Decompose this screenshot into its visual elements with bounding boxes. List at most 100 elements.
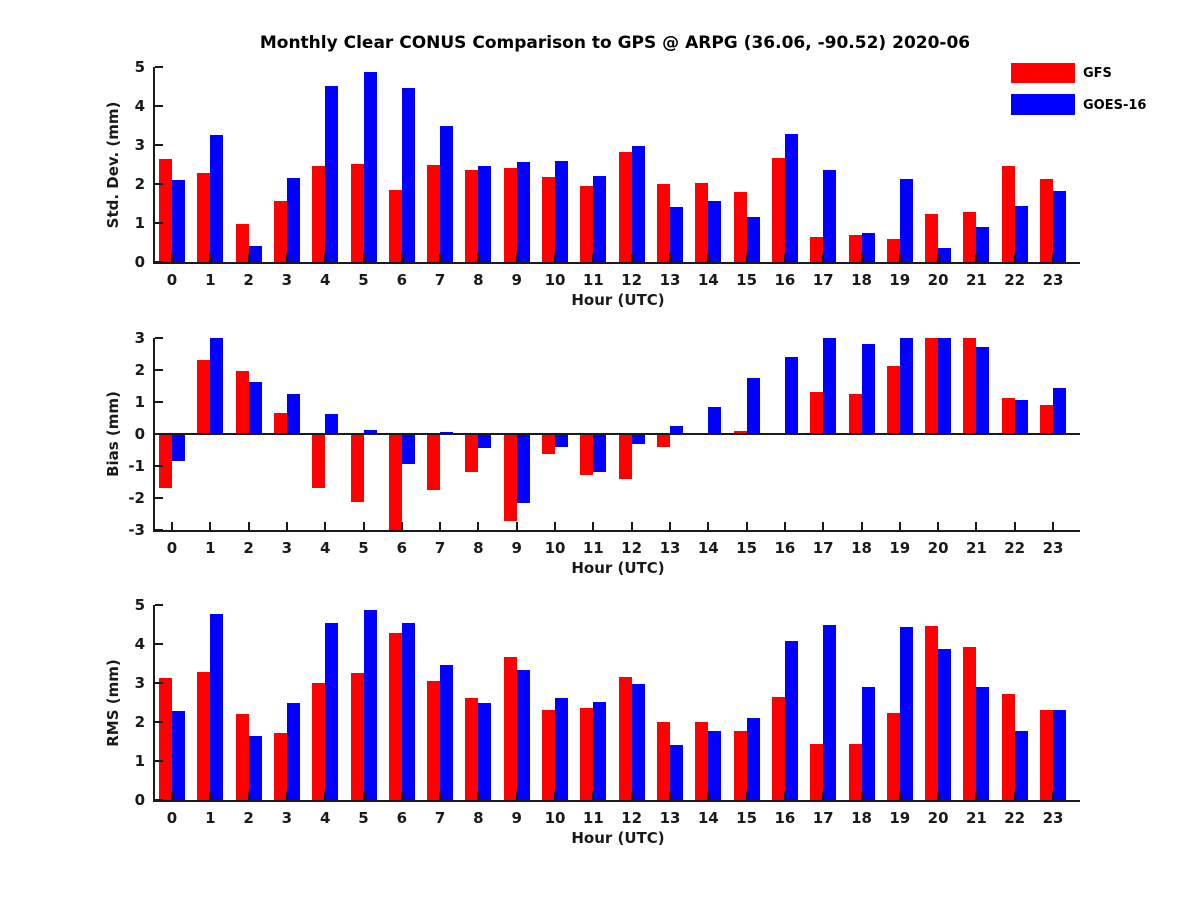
bar-goes16-h13 xyxy=(670,744,683,800)
chart-2-x-tick-label: 16 xyxy=(774,809,796,827)
bar-goes16-h20 xyxy=(938,338,952,434)
chart-1-x-tick-label: 3 xyxy=(281,539,293,557)
chart-0-x-tick-label: 21 xyxy=(965,271,987,289)
bar-goes16-h19 xyxy=(899,178,913,262)
chart-1-x-tick xyxy=(860,522,863,530)
chart-0-x-tick-label: 7 xyxy=(434,271,446,289)
chart-0-y-tick-label: 0 xyxy=(134,253,145,271)
bar-goes16-h22 xyxy=(1014,730,1028,800)
chart-2-x-tick xyxy=(592,792,595,800)
bar-gfs-h4 xyxy=(312,683,326,800)
chart-0-x-tick-label: 8 xyxy=(473,271,484,289)
chart-0-x-tick xyxy=(247,254,250,262)
bar-gfs-h7 xyxy=(427,164,441,262)
chart-2-x-tick xyxy=(975,792,978,800)
chart-2-x-tick xyxy=(171,792,173,800)
chart-0-y-tick xyxy=(155,105,163,107)
bar-goes16-h12 xyxy=(631,434,645,444)
chart-1-x-tick-label: 22 xyxy=(1004,539,1026,557)
chart-1-x-tick xyxy=(630,522,633,530)
chart-1-x-tick-label: 9 xyxy=(511,539,522,557)
chart-2-x-tick xyxy=(898,792,901,800)
chart-1-x-tick xyxy=(400,522,403,530)
chart-0-y-tick-label: 5 xyxy=(134,58,145,76)
chart-1-x-tick-label: 18 xyxy=(851,539,872,557)
bar-goes16-h18 xyxy=(861,686,875,800)
chart-1-y-tick xyxy=(155,369,163,371)
chart-1-y-tick xyxy=(155,529,163,531)
chart-1-x-tick-label: 15 xyxy=(736,539,758,557)
chart-2-x-tick xyxy=(745,792,748,800)
chart-0-x-tick xyxy=(1013,254,1016,262)
bar-gfs-h7 xyxy=(427,680,441,800)
bar-goes16-h18 xyxy=(861,343,875,434)
chart-0-y-tick xyxy=(155,144,163,146)
bar-goes16-h14 xyxy=(708,407,722,434)
chart-1-x-tick xyxy=(822,522,825,530)
bar-gfs-h7 xyxy=(427,434,441,490)
bar-gfs-h22 xyxy=(1001,166,1015,262)
chart-1-x-tick-label: 2 xyxy=(243,539,254,557)
chart-1-x-tick-label: 11 xyxy=(582,539,604,557)
chart-1-x-tick xyxy=(439,522,442,530)
bar-goes16-h0 xyxy=(172,711,185,800)
bar-gfs-h5 xyxy=(350,672,364,800)
chart-2-x-tick xyxy=(247,792,250,800)
chart-1-y-tick-label: -2 xyxy=(128,489,145,507)
chart-1-x-tick xyxy=(247,522,250,530)
chart-0-x-tick-label: 17 xyxy=(812,271,834,289)
chart-0-x-axis-spine xyxy=(153,262,1080,264)
chart-1-x-tick-label: 5 xyxy=(358,539,369,557)
bar-gfs-h9 xyxy=(503,657,517,800)
chart-0-y-axis-label: Std. Dev. (mm) xyxy=(104,101,122,228)
chart-1-x-tick-label: 20 xyxy=(927,539,949,557)
chart-1-x-tick-label: 17 xyxy=(812,539,834,557)
chart-2-y-axis-label: RMS (mm) xyxy=(104,658,122,747)
chart-0-y-axis-spine xyxy=(153,67,155,264)
bar-goes16-h19 xyxy=(899,338,913,434)
chart-0-x-tick xyxy=(209,254,212,262)
bar-goes16-h0 xyxy=(172,434,185,461)
chart-0-x-tick xyxy=(285,254,288,262)
chart-0-y-tick-label: 3 xyxy=(134,136,145,154)
bar-gfs-h8 xyxy=(465,170,479,262)
chart-1-x-tick-label: 23 xyxy=(1042,539,1064,557)
bar-gfs-h22 xyxy=(1001,398,1015,434)
chart-1-x-tick xyxy=(285,522,288,530)
bar-goes16-h17 xyxy=(823,170,837,262)
chart-0-x-tick-label: 14 xyxy=(697,271,719,289)
chart-1-x-tick-label: 6 xyxy=(396,539,408,557)
bar-goes16-h1 xyxy=(210,338,224,434)
bar-gfs-h22 xyxy=(1001,694,1015,800)
bar-gfs-h19 xyxy=(886,365,900,434)
bar-goes16-h21 xyxy=(976,226,990,262)
chart-0-x-tick-label: 19 xyxy=(889,271,911,289)
bar-goes16-h4 xyxy=(325,414,339,434)
bar-goes16-h22 xyxy=(1014,400,1028,434)
chart-2-x-tick-label: 14 xyxy=(697,809,719,827)
bar-gfs-h15 xyxy=(733,191,747,262)
bar-goes16-h1 xyxy=(210,614,224,800)
chart-0-x-tick-label: 22 xyxy=(1004,271,1026,289)
bar-goes16-h7 xyxy=(440,126,454,262)
chart-2-x-tick xyxy=(822,792,825,800)
chart-0-x-tick xyxy=(975,254,978,262)
chart-0-x-tick xyxy=(554,254,556,262)
bar-gfs-h3 xyxy=(273,201,287,262)
chart-2-y-tick-label: 4 xyxy=(134,635,145,653)
chart-0-x-tick xyxy=(362,254,365,262)
bar-goes16-h15 xyxy=(746,718,760,800)
bar-goes16-h19 xyxy=(899,626,913,800)
chart-1-x-tick-label: 7 xyxy=(434,539,446,557)
chart-0-x-tick xyxy=(439,254,442,262)
chart-2-x-tick-label: 4 xyxy=(319,809,331,827)
chart-0-x-tick xyxy=(937,254,940,262)
bar-goes16-h3 xyxy=(286,178,300,262)
chart-0-x-tick xyxy=(822,254,825,262)
bar-goes16-h7 xyxy=(440,664,454,800)
chart-1-x-tick-label: 10 xyxy=(544,539,566,557)
chart-1-x-axis-spine xyxy=(153,530,1080,532)
bar-gfs-h11 xyxy=(580,185,594,262)
chart-2-y-tick-label: 0 xyxy=(134,791,145,809)
chart-2-x-tick xyxy=(400,792,403,800)
